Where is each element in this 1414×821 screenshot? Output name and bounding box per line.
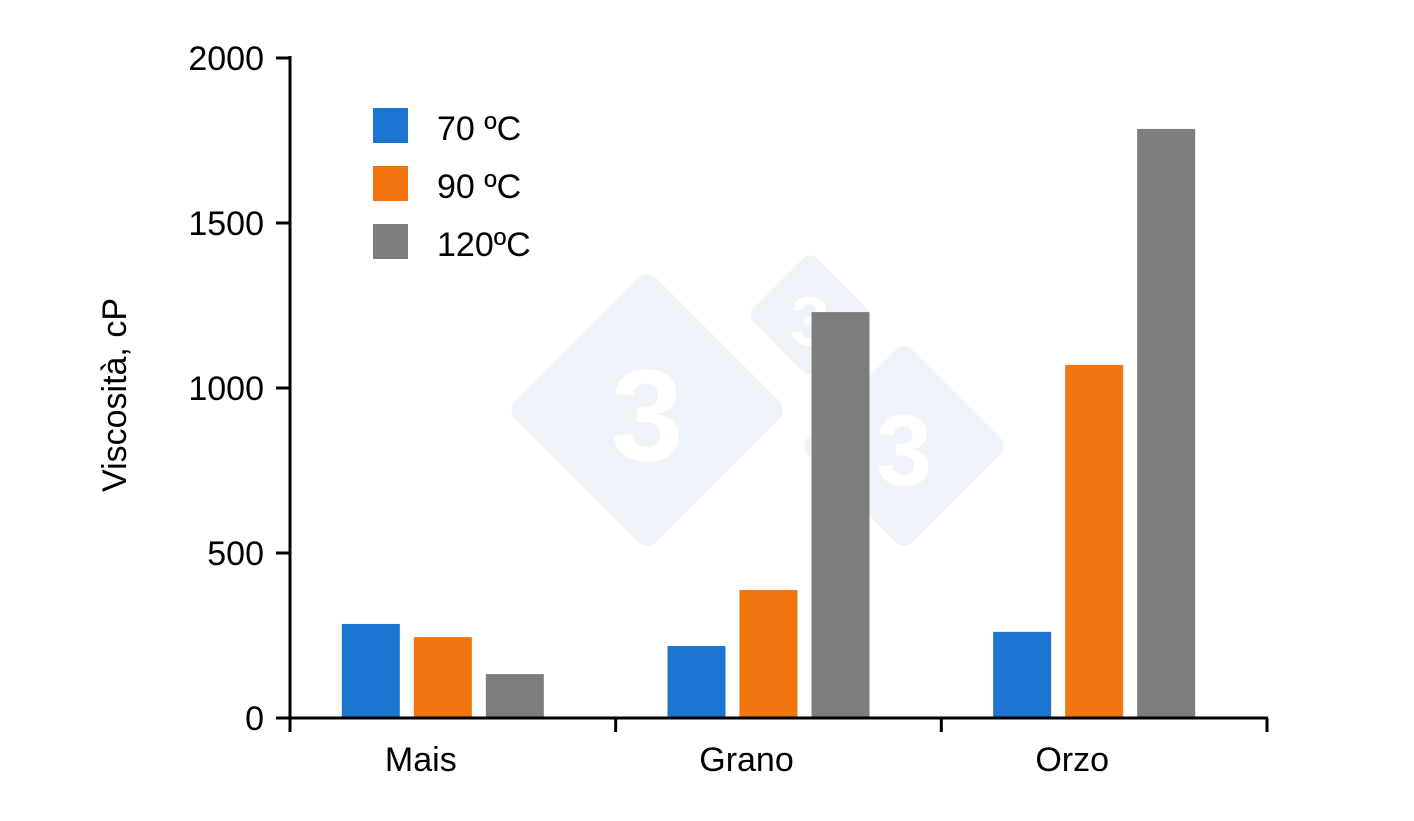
y-tick-label: 1000 [188,370,264,408]
y-tick-label: 0 [245,700,264,738]
bar-orzo-2 [1137,128,1196,718]
bar-orzo-0 [993,631,1052,718]
svg-text:3: 3 [611,342,683,488]
watermark-logo: 3 3 3 [511,255,1004,546]
bar-grano-1 [739,589,798,718]
x-tick-label: Mais [385,741,457,779]
bars-group [341,128,1196,718]
x-tick-label: Orzo [1035,741,1109,779]
legend-label: 90 ºC [437,168,521,206]
bar-mais-0 [341,623,400,718]
bar-grano-2 [811,312,870,718]
bar-mais-1 [413,637,472,718]
y-tick-label: 500 [207,535,264,573]
legend-label: 120ºC [437,226,531,264]
legend: 70 ºC 90 ºC 120ºC [373,108,531,264]
axes: Mais Grano Orzo 0 500 1000 1500 2000 Viscosità, … [96,40,1269,779]
x-tick-label: Grano [699,741,794,779]
legend-swatch [373,108,408,143]
bar-mais-2 [485,674,544,718]
bar-orzo-1 [1065,364,1124,718]
y-axis-label: Viscosità, cP [96,298,134,492]
legend-swatch [373,224,408,259]
bar-grano-0 [667,646,726,718]
legend-swatch [373,166,408,201]
y-tick-label: 2000 [188,40,264,78]
legend-label: 70 ºC [437,110,521,148]
svg-text:3: 3 [876,395,932,507]
y-tick-label: 1500 [188,205,264,243]
